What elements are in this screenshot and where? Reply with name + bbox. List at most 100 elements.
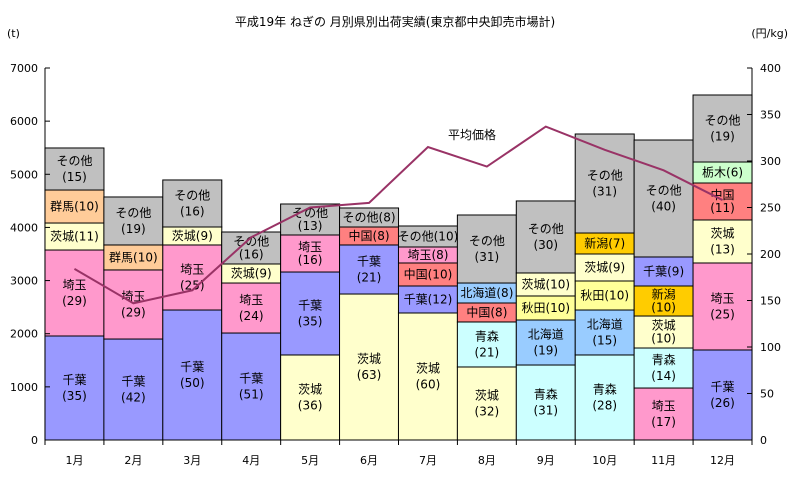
segment-label: その他 [115, 206, 151, 220]
segment-label: 茨城(9) [231, 267, 272, 281]
y-tick-label: 7000 [10, 62, 38, 75]
segment-label: (31) [475, 250, 500, 264]
segment-label: (51) [239, 388, 264, 402]
x-tick-label: 11月 [651, 454, 676, 467]
bar-segment [221, 282, 282, 334]
segment-label: その他 [56, 154, 92, 168]
bar-segment [280, 354, 341, 441]
y-tick-label: 5000 [10, 168, 38, 181]
bar-segment [456, 214, 517, 284]
x-tick-label: 8月 [478, 454, 496, 467]
segment-label: 埼玉 [652, 399, 676, 413]
bar-segment [515, 295, 576, 321]
segment-label: (31) [533, 404, 558, 418]
segment-label: その他 [705, 114, 741, 128]
segment-label: (19) [533, 344, 558, 358]
bar-segment [574, 354, 635, 441]
segment-label: 埼玉 [62, 278, 86, 292]
x-tick-label: 6月 [360, 454, 378, 467]
bar-segment [44, 335, 105, 441]
segment-label: 千葉 [239, 372, 263, 386]
segment-label: (21) [475, 345, 500, 359]
y2-tick-label: 400 [760, 62, 781, 75]
bar-segment [456, 321, 517, 368]
bar-segment [515, 364, 576, 441]
segment-label: その他 [646, 183, 682, 197]
bar-segment [692, 219, 753, 264]
segment-label: (14) [651, 369, 676, 383]
segment-label: その他 [174, 188, 210, 202]
segment-label: 茨城 [652, 319, 676, 333]
segment-label: 茨城 [298, 382, 322, 396]
segment-label: 中国(10) [404, 266, 453, 281]
segment-label: 埼玉 [711, 291, 735, 305]
segment-label: (63) [357, 368, 382, 382]
chart-title: 平成19年 ねぎの 月別県別出荷実績(東京都中央卸売市場計) [235, 14, 555, 29]
segment-label: 群馬(10) [109, 250, 158, 264]
bar-segment [633, 285, 694, 317]
bar-segment [44, 147, 105, 191]
segment-label: (40) [651, 199, 676, 213]
segment-label: 北海道 [587, 316, 623, 331]
segment-label: 茨城 [711, 226, 735, 240]
segment-label: (29) [121, 305, 146, 319]
bar-segment [221, 332, 282, 441]
segment-label: (11) [710, 201, 735, 215]
segment-label: 新潟 [652, 287, 676, 302]
segment-label: 北海道(8) [460, 285, 513, 300]
bar-segment [339, 293, 400, 441]
bar-segment [456, 366, 517, 441]
x-tick-label: 10月 [592, 454, 617, 467]
segment-label: 青森 [652, 352, 676, 367]
y2-tick-label: 200 [760, 248, 781, 261]
y2-tick-label: 300 [760, 155, 781, 168]
segment-label: 埼玉 [298, 240, 322, 254]
line-label: 平均価格 [448, 127, 496, 142]
segment-label: (26) [710, 396, 735, 410]
y2-axis-label: (円/kg) [751, 27, 788, 40]
bar-segment [574, 253, 635, 282]
segment-label: 埼玉 [180, 262, 204, 276]
segment-label: 秋田(10) [521, 301, 570, 315]
y2-tick-label: 150 [760, 295, 781, 308]
segment-label: 千葉 [711, 380, 735, 394]
segment-label: 千葉(12) [404, 292, 453, 306]
segment-label: その他 [528, 222, 564, 236]
segment-label: (42) [121, 391, 146, 405]
y2-tick-label: 350 [760, 109, 781, 122]
segment-label: 茨城(9) [172, 229, 213, 243]
bar-segment [515, 200, 576, 274]
bar-segment [280, 271, 341, 356]
segment-label: 埼玉 [239, 293, 263, 307]
segment-label: 埼玉(8) [407, 248, 448, 262]
segment-label: 千葉 [298, 298, 322, 312]
segment-label: 中国(8) [466, 304, 507, 319]
segment-label: その他(10) [398, 229, 459, 243]
segment-label: (16) [180, 204, 205, 218]
bar-segment [692, 94, 753, 163]
segment-label: 茨城 [416, 361, 440, 375]
x-tick-label: 2月 [124, 454, 142, 467]
segment-label: 千葉(9) [643, 264, 684, 278]
segment-label: 栃木(6) [702, 166, 743, 180]
segment-label: (50) [180, 376, 205, 390]
segment-label: (28) [592, 398, 617, 412]
segment-label: 中国 [711, 187, 735, 202]
x-tick-label: 1月 [65, 454, 83, 467]
x-tick-label: 3月 [183, 454, 201, 467]
y-tick-label: 0 [31, 434, 38, 447]
segment-label: (13) [710, 242, 735, 256]
segment-label: (36) [298, 398, 323, 412]
segment-label: (21) [357, 270, 382, 284]
y2-tick-label: 250 [760, 202, 781, 215]
bar-segment [103, 196, 164, 246]
y2-tick-label: 50 [760, 388, 774, 401]
bar-segment [633, 139, 694, 258]
segment-label: 茨城(11) [50, 230, 99, 244]
segment-label: 青森 [534, 387, 558, 402]
segment-label: 青森 [475, 328, 499, 343]
y-tick-label: 4000 [10, 221, 38, 234]
segment-label: 千葉 [357, 254, 381, 268]
average-price-line [73, 125, 723, 305]
